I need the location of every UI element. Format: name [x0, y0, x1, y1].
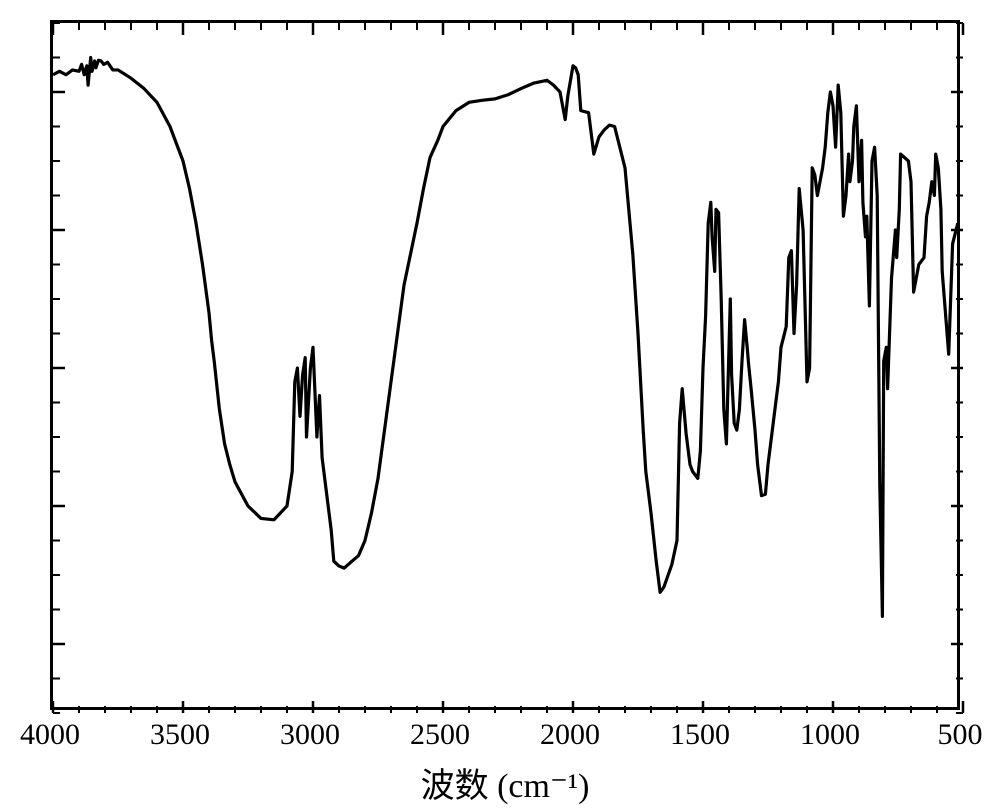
x-tick-label: 2000 — [540, 718, 600, 752]
x-tick-label: 1500 — [670, 718, 730, 752]
x-tick-label: 3000 — [280, 718, 340, 752]
x-tick-label: 500 — [938, 718, 983, 752]
ir-spectrum-chart: 4000 3500 3000 2500 2000 1500 1000 500 波数 (cm⁻¹… — [0, 0, 1000, 809]
x-tick-label: 2500 — [410, 718, 470, 752]
x-tick-label: 4000 — [20, 718, 80, 752]
x-tick-label: 1000 — [800, 718, 860, 752]
x-axis-label-text: 波数 (cm⁻¹) — [421, 768, 590, 805]
x-axis-title: 波数 (cm⁻¹) — [421, 758, 590, 807]
x-tick-label: 3500 — [150, 718, 210, 752]
axis-ticks — [53, 23, 963, 713]
plot-frame — [50, 20, 960, 710]
